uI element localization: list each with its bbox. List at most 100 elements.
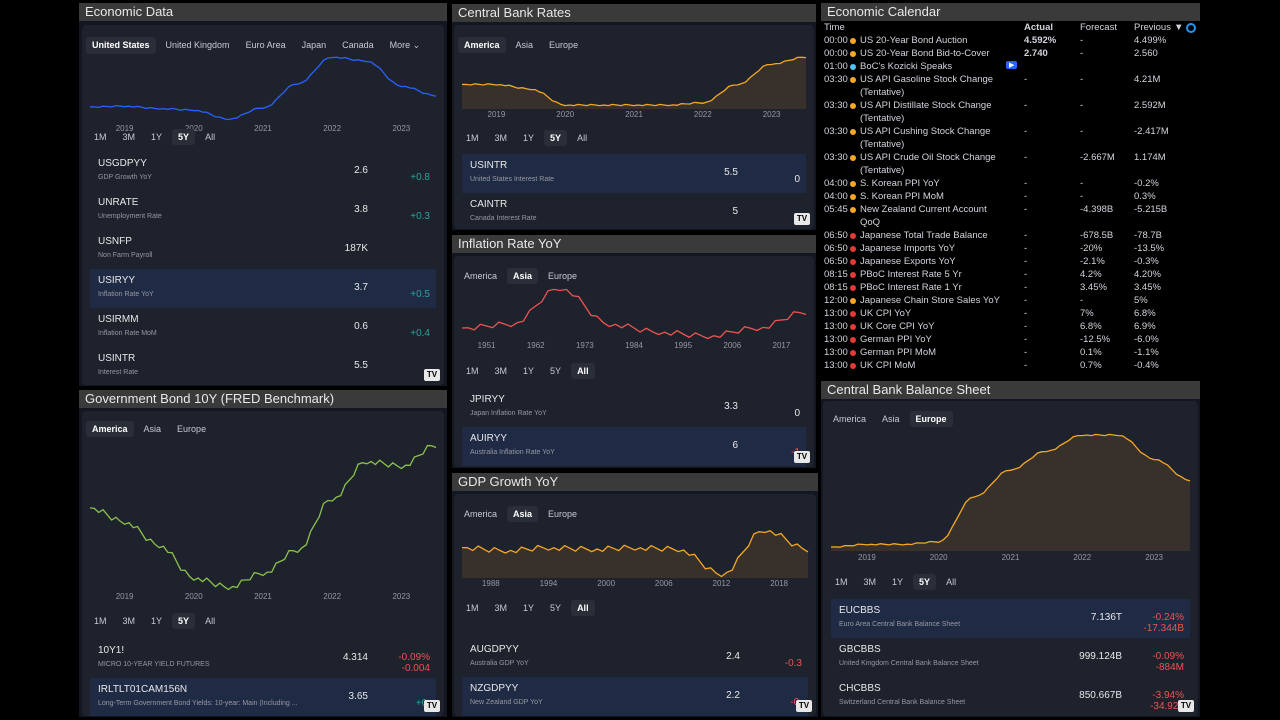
symbol-row[interactable]: CHCBBS Switzerland Central Bank Balance S… xyxy=(831,677,1190,716)
range-3m[interactable]: 3M xyxy=(494,603,508,613)
symbol-row[interactable]: USNFP Non Farm Payroll 187K xyxy=(90,230,436,269)
range-all[interactable]: All xyxy=(205,616,216,626)
tab-america[interactable]: America xyxy=(464,509,498,519)
tab-united-kingdom[interactable]: United Kingdom xyxy=(165,40,230,50)
calendar-event-row[interactable]: 13:00 German PPI MoM - 0.1% -1.1% xyxy=(824,347,1200,360)
range-all[interactable]: All xyxy=(205,132,216,142)
tab-america[interactable]: America xyxy=(833,414,867,424)
symbol-row[interactable]: IRLTLT01CAM156N Long-Term Government Bond… xyxy=(90,678,436,716)
range-1y[interactable]: 1Y xyxy=(151,132,163,142)
tab-euro-area[interactable]: Euro Area xyxy=(245,40,286,50)
tab-more[interactable]: More ⌄ xyxy=(389,40,421,50)
live-indicator-icon[interactable] xyxy=(1186,23,1196,33)
range-all[interactable]: All xyxy=(577,133,588,143)
symbol-row[interactable]: AUGDPYY Australia GDP YoY 2.4 -0.3 xyxy=(462,638,808,677)
symbol-row[interactable]: USIRYY Inflation Rate YoY 3.7 +0.5 xyxy=(90,269,436,308)
tab-europe[interactable]: Europe xyxy=(548,271,578,281)
tradingview-logo-icon[interactable]: TV xyxy=(794,213,810,225)
tab-asia[interactable]: Asia xyxy=(507,506,539,522)
tradingview-logo-icon[interactable]: TV xyxy=(424,700,440,712)
symbol-row[interactable]: 10Y1! MICRO 10-YEAR YIELD FUTURES 4.314 -0.… xyxy=(90,639,436,678)
symbol-row[interactable]: GBCBBS United Kingdom Central Bank Balanc… xyxy=(831,638,1190,677)
tab-europe[interactable]: Europe xyxy=(177,424,207,434)
range-1y[interactable]: 1Y xyxy=(151,616,163,626)
symbol-row[interactable]: USIRMM Inflation Rate MoM 0.6 +0.4 xyxy=(90,308,436,347)
range-1m[interactable]: 1M xyxy=(466,133,479,143)
calendar-event-row[interactable]: 06:50 Japanese Total Trade Balance - -678.5… xyxy=(824,230,1200,243)
calendar-event-row[interactable]: 12:00 Japanese Chain Store Sales YoY - - 5% xyxy=(824,295,1200,308)
symbol-row[interactable]: USINTR Interest Rate 5.5 xyxy=(90,347,436,385)
range-3m[interactable]: 3M xyxy=(863,577,877,587)
calendar-event-row[interactable]: 13:00 UK Core CPI YoY - 6.8% 6.9% xyxy=(824,321,1200,334)
symbol-row[interactable]: USGDPYY GDP Growth YoY 2.6 +0.8 xyxy=(90,152,436,191)
calendar-event-row[interactable]: 04:00 S. Korean PPI YoY - - -0.2% xyxy=(824,178,1200,191)
tab-asia[interactable]: Asia xyxy=(143,424,162,434)
calendar-event-row[interactable]: 08:15 PBoC Interest Rate 1 Yr - 3.45% 3.45% xyxy=(824,282,1200,295)
tab-europe[interactable]: Europe xyxy=(549,40,579,50)
calendar-event-row[interactable]: 04:00 S. Korean PPI MoM - - 0.3% xyxy=(824,191,1200,204)
calendar-event-row[interactable]: 13:00 UK CPI YoY - 7% 6.8% xyxy=(824,308,1200,321)
calendar-event-row[interactable]: 03:30 US API Gasoline Stock Change (Tentat… xyxy=(824,74,1200,100)
range-5y[interactable]: 5Y xyxy=(550,366,562,376)
tab-united-states[interactable]: United States xyxy=(86,37,156,54)
tab-america[interactable]: America xyxy=(86,421,134,437)
range-1m[interactable]: 1M xyxy=(94,616,107,626)
range-5y[interactable]: 5Y xyxy=(550,603,562,613)
tab-canada[interactable]: Canada xyxy=(342,40,374,50)
range-5y[interactable]: 5Y xyxy=(544,130,568,146)
tab-europe[interactable]: Europe xyxy=(909,411,953,427)
range-3m[interactable]: 3M xyxy=(494,366,508,376)
range-1y[interactable]: 1Y xyxy=(523,603,535,613)
tradingview-logo-icon[interactable]: TV xyxy=(794,451,810,463)
symbol-name: USINTR xyxy=(98,353,136,364)
tab-asia[interactable]: Asia xyxy=(515,40,534,50)
tradingview-logo-icon[interactable]: TV xyxy=(796,700,812,712)
calendar-event-row[interactable]: 01:00 BoC's Kozicki Speaks ▶ xyxy=(824,61,1200,74)
calendar-event-row[interactable]: 03:30 US API Cushing Stock Change (Tentati… xyxy=(824,126,1200,152)
tab-asia[interactable]: Asia xyxy=(507,268,539,284)
range-all[interactable]: All xyxy=(571,363,595,379)
range-1m[interactable]: 1M xyxy=(466,603,479,613)
range-1y[interactable]: 1Y xyxy=(523,133,535,143)
symbol-row[interactable]: USINTR United States Interest Rate 5.5 0 xyxy=(462,154,806,193)
filter-icon[interactable]: ▼ xyxy=(1174,22,1184,33)
range-5y[interactable]: 5Y xyxy=(913,574,937,590)
range-5y[interactable]: 5Y xyxy=(172,129,196,145)
range-5y[interactable]: 5Y xyxy=(172,613,196,629)
calendar-event-row[interactable]: 06:50 Japanese Exports YoY - -2.1% -0.3% xyxy=(824,256,1200,269)
range-1y[interactable]: 1Y xyxy=(523,366,535,376)
calendar-event-row[interactable]: 03:30 US API Crude Oil Stock Change (Tenta… xyxy=(824,152,1200,178)
tab-europe[interactable]: Europe xyxy=(548,509,578,519)
tab-america[interactable]: America xyxy=(458,37,506,53)
calendar-event-row[interactable]: 08:15 PBoC Interest Rate 5 Yr - 4.2% 4.20% xyxy=(824,269,1200,282)
video-icon[interactable]: ▶ xyxy=(1006,61,1018,69)
range-3m[interactable]: 3M xyxy=(494,133,508,143)
range-3m[interactable]: 3M xyxy=(122,132,136,142)
symbol-row[interactable]: UNRATE Unemployment Rate 3.8 +0.3 xyxy=(90,191,436,230)
range-1y[interactable]: 1Y xyxy=(892,577,904,587)
calendar-event-row[interactable]: 13:00 UK CPI MoM - 0.7% -0.4% xyxy=(824,360,1200,373)
range-1m[interactable]: 1M xyxy=(466,366,479,376)
symbol-row[interactable]: EUCBBS Euro Area Central Bank Balance She… xyxy=(831,599,1190,638)
tradingview-logo-icon[interactable]: TV xyxy=(1178,700,1194,712)
range-3m[interactable]: 3M xyxy=(122,616,136,626)
range-all[interactable]: All xyxy=(571,600,595,616)
range-1m[interactable]: 1M xyxy=(94,132,107,142)
symbol-row[interactable]: JPIRYY Japan Inflation Rate YoY 3.3 0 xyxy=(462,388,806,427)
calendar-event-row[interactable]: 05:45 New Zealand Current Account QoQ - -4.3… xyxy=(824,204,1200,230)
calendar-event-row[interactable]: 00:00 US 20-Year Bond Auction 4.592% - 4.499… xyxy=(824,35,1200,48)
calendar-event-row[interactable]: 13:00 German PPI YoY - -12.5% -6.0% xyxy=(824,334,1200,347)
event-time: 13:00 xyxy=(824,347,848,358)
range-1m[interactable]: 1M xyxy=(835,577,848,587)
calendar-event-row[interactable]: 06:50 Japanese Imports YoY - -20% -13.5% xyxy=(824,243,1200,256)
range-all[interactable]: All xyxy=(946,577,957,587)
tab-asia[interactable]: Asia xyxy=(882,414,900,424)
calendar-event-row[interactable]: 03:30 US API Distillate Stock Change (Tent… xyxy=(824,100,1200,126)
tradingview-logo-icon[interactable]: TV xyxy=(424,369,440,381)
calendar-event-row[interactable]: 00:00 US 20-Year Bond Bid-to-Cover 2.740 - 2… xyxy=(824,48,1200,61)
tab-japan[interactable]: Japan xyxy=(301,40,327,50)
tab-america[interactable]: America xyxy=(464,271,498,281)
